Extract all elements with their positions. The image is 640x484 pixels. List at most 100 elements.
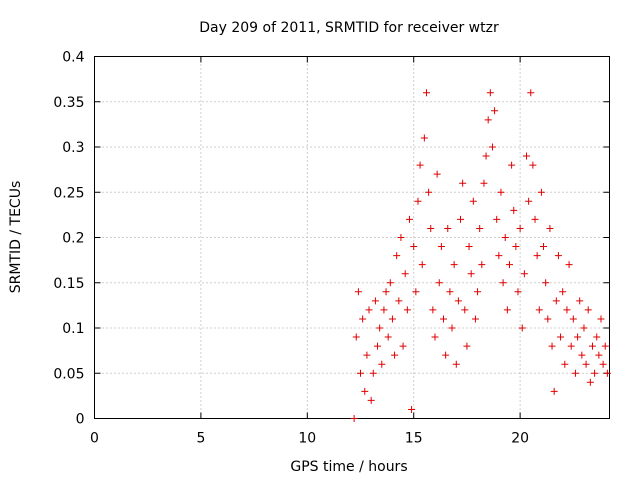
data-point bbox=[440, 315, 448, 323]
y-axis-label: SRMTID / TECUs bbox=[8, 181, 24, 294]
data-point bbox=[405, 215, 413, 223]
data-point bbox=[412, 288, 420, 296]
data-point bbox=[516, 224, 524, 232]
data-point bbox=[450, 261, 458, 269]
x-tick-label: 10 bbox=[298, 431, 316, 447]
data-point bbox=[571, 369, 579, 377]
data-point bbox=[391, 351, 399, 359]
data-point bbox=[523, 152, 531, 160]
chart-title: Day 209 of 2011, SRMTID for receiver wtz… bbox=[199, 20, 499, 36]
data-point bbox=[435, 279, 443, 287]
y-tick-label: 0 bbox=[76, 412, 85, 428]
data-point bbox=[512, 243, 520, 251]
data-point bbox=[461, 306, 469, 314]
data-point bbox=[603, 369, 611, 377]
data-point bbox=[408, 405, 416, 413]
data-point bbox=[480, 179, 488, 187]
data-point bbox=[425, 188, 433, 196]
data-point bbox=[552, 297, 560, 305]
data-point bbox=[493, 215, 501, 223]
data-point bbox=[520, 270, 528, 278]
data-point bbox=[444, 224, 452, 232]
x-axis-label: GPS time / hours bbox=[290, 459, 407, 475]
data-point bbox=[550, 387, 558, 395]
data-point bbox=[420, 134, 428, 142]
data-point bbox=[429, 306, 437, 314]
y-tick-label: 0.05 bbox=[53, 366, 84, 382]
data-point bbox=[482, 152, 490, 160]
data-point bbox=[367, 396, 375, 404]
data-point bbox=[414, 197, 422, 205]
data-point bbox=[416, 161, 424, 169]
x-tick-label: 5 bbox=[196, 431, 205, 447]
data-point bbox=[563, 306, 571, 314]
data-point bbox=[467, 270, 475, 278]
data-point bbox=[569, 315, 577, 323]
data-point bbox=[446, 288, 454, 296]
data-point bbox=[354, 288, 362, 296]
y-tick-label: 0.4 bbox=[62, 50, 84, 66]
data-point bbox=[525, 197, 533, 205]
data-point bbox=[484, 116, 492, 124]
data-point bbox=[363, 351, 371, 359]
data-point bbox=[574, 333, 582, 341]
data-point bbox=[533, 252, 541, 260]
data-point bbox=[395, 297, 403, 305]
y-tick-label: 0.35 bbox=[53, 95, 84, 111]
data-point bbox=[595, 351, 603, 359]
data-point bbox=[546, 224, 554, 232]
data-point bbox=[403, 306, 411, 314]
data-point bbox=[350, 415, 358, 422]
data-point bbox=[384, 333, 392, 341]
data-point bbox=[452, 360, 460, 368]
data-point bbox=[586, 378, 594, 386]
data-point bbox=[508, 161, 516, 169]
data-point bbox=[510, 206, 518, 214]
y-tick-label: 0.2 bbox=[62, 231, 84, 247]
data-point bbox=[448, 324, 456, 332]
x-tick-label: 0 bbox=[90, 431, 99, 447]
data-point bbox=[514, 288, 522, 296]
data-point bbox=[382, 288, 390, 296]
data-point bbox=[431, 333, 439, 341]
data-point bbox=[474, 288, 482, 296]
data-point bbox=[465, 243, 473, 251]
data-point bbox=[582, 360, 590, 368]
data-point bbox=[599, 360, 607, 368]
data-point bbox=[544, 315, 552, 323]
data-point bbox=[597, 315, 605, 323]
data-point bbox=[501, 234, 509, 241]
data-point bbox=[471, 315, 479, 323]
data-point bbox=[542, 279, 550, 287]
data-point bbox=[548, 342, 556, 350]
data-point bbox=[591, 369, 599, 377]
data-point bbox=[401, 270, 409, 278]
x-tick-label: 20 bbox=[511, 431, 529, 447]
data-point bbox=[393, 252, 401, 260]
data-point bbox=[580, 324, 588, 332]
data-point bbox=[505, 261, 513, 269]
data-point bbox=[476, 224, 484, 232]
data-point bbox=[535, 306, 543, 314]
data-point bbox=[399, 342, 407, 350]
data-point bbox=[559, 288, 567, 296]
data-point bbox=[557, 333, 565, 341]
data-point bbox=[488, 143, 496, 151]
data-point bbox=[369, 369, 377, 377]
data-point bbox=[397, 234, 405, 241]
y-tick-label: 0.15 bbox=[53, 276, 84, 292]
data-point bbox=[388, 315, 396, 323]
data-point bbox=[578, 351, 586, 359]
data-point bbox=[540, 243, 548, 251]
data-point bbox=[442, 351, 450, 359]
plot-frame bbox=[94, 56, 610, 419]
data-point bbox=[588, 342, 596, 350]
data-point bbox=[529, 161, 537, 169]
data-point bbox=[459, 179, 467, 187]
data-point bbox=[376, 324, 384, 332]
data-point bbox=[503, 306, 511, 314]
data-point bbox=[518, 324, 526, 332]
y-tick-label: 0.1 bbox=[62, 321, 84, 337]
